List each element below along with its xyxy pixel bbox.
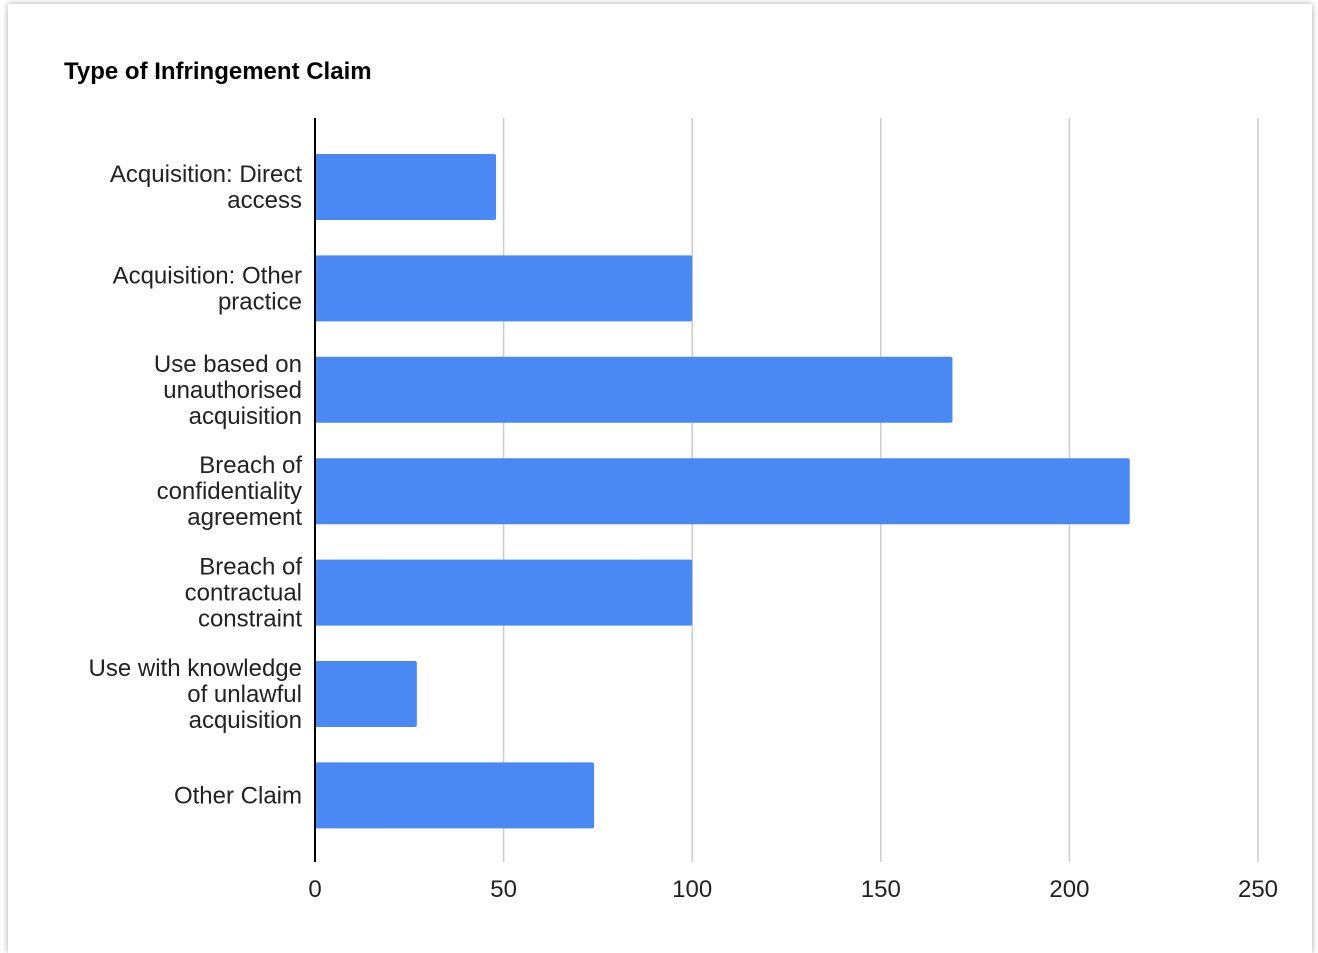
bar: 27 xyxy=(315,661,417,727)
bar: 74 xyxy=(315,762,595,829)
category-label: agreement xyxy=(187,504,302,531)
category-label: confidentiality xyxy=(157,478,302,505)
x-tick-label: 0 xyxy=(308,876,321,903)
category-label: of unlawful xyxy=(187,681,302,708)
x-tick-label: 250 xyxy=(1238,876,1278,903)
chart-title: Type of Infringement Claim xyxy=(64,58,372,85)
x-tick-label: 150 xyxy=(861,876,901,903)
category-label: unauthorised xyxy=(163,377,302,404)
bar: 48 xyxy=(315,154,497,220)
category-label: Breach of xyxy=(199,452,302,479)
bar: 100 xyxy=(315,255,693,322)
category-label: constraint xyxy=(198,606,302,633)
bar: 100 xyxy=(315,559,693,626)
category-label: Other Claim xyxy=(174,782,302,809)
category-label: Acquisition: Direct xyxy=(110,161,302,188)
bar: 169 xyxy=(315,356,953,423)
x-tick-label: 200 xyxy=(1049,876,1089,903)
category-label: Breach of xyxy=(199,554,302,581)
category-label: Use with knowledge xyxy=(89,655,302,682)
category-label: practice xyxy=(218,288,302,315)
category-label: acquisition xyxy=(189,403,302,430)
x-tick-label: 100 xyxy=(672,876,712,903)
category-label: contractual xyxy=(185,580,302,607)
x-tick-label: 50 xyxy=(490,876,517,903)
category-label: acquisition xyxy=(189,707,302,734)
category-label: Use based on xyxy=(154,351,302,378)
category-label: Acquisition: Other xyxy=(113,262,302,289)
bar: 216 xyxy=(315,458,1130,525)
category-label: access xyxy=(227,187,302,214)
